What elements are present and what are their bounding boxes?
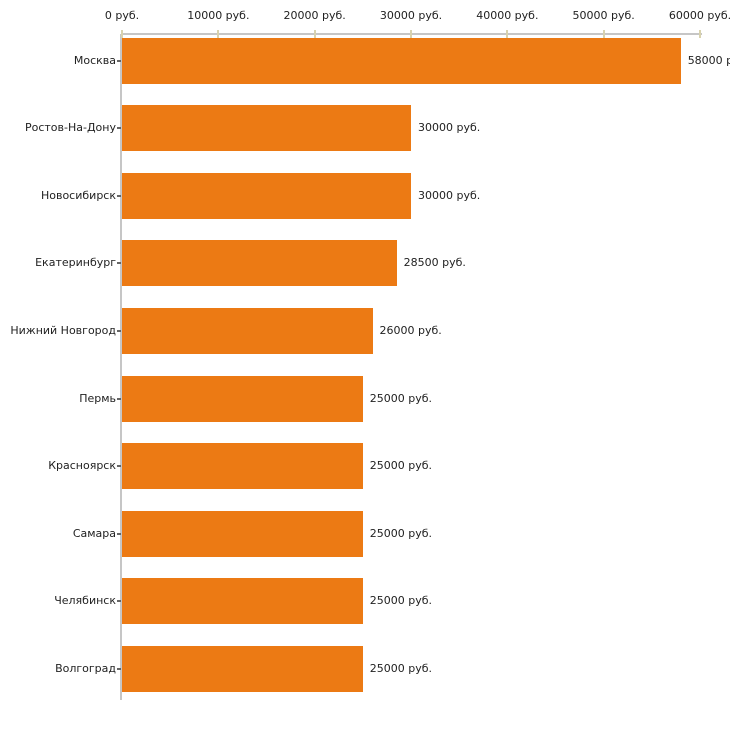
x-axis-tick-label: 40000 руб. [476,9,539,22]
category-tick [117,397,121,400]
category-tick [117,465,121,468]
bar-10 [122,645,363,692]
value-label: 25000 руб. [369,594,433,608]
bar-4 [122,240,397,287]
bar-5 [122,307,373,354]
category-tick [117,262,121,265]
value-label: 30000 руб. [418,121,481,135]
value-label: 28500 руб. [403,256,466,270]
category-label: Екатеринбург [35,256,116,270]
category-tick [117,59,121,62]
category-label: Пермь [79,391,116,405]
x-axis-tick-label: 0 руб. [104,9,140,22]
value-label: 25000 руб. [369,661,433,675]
category-tick [117,667,121,670]
category-label: Ростов-На-Дону [24,121,116,135]
x-axis-tick-label: 20000 руб. [283,9,346,22]
x-axis-tick-label: 10000 руб. [187,9,250,22]
bar-8 [122,510,363,557]
value-label: 25000 руб. [369,459,433,473]
category-label: Красноярск [48,459,116,473]
category-tick [117,194,121,197]
category-label: Нижний Новгород [10,323,116,337]
value-label: 58000 руб. [687,53,730,67]
x-axis-tick-label: 50000 руб. [572,9,635,22]
bar-2 [122,105,411,152]
category-tick [117,600,121,603]
category-label: Новосибирск [40,188,116,202]
value-label: 30000 руб. [418,188,481,202]
bar-9 [122,578,363,625]
x-axis-tick-label: 30000 руб. [379,9,443,22]
x-axis-tick [506,30,509,38]
category-label: Челябинск [54,594,116,608]
x-axis-tick [410,30,412,38]
category-tick [117,127,121,130]
x-axis-tick-label: 60000 руб. [668,9,730,22]
category-tick [117,532,121,535]
category-label: Москва [73,53,116,67]
bar-3 [122,172,411,219]
y-axis-line [120,34,122,700]
value-label: 25000 руб. [369,526,433,540]
category-tick [117,329,121,332]
value-label: 26000 руб. [379,323,442,337]
x-axis-tick [121,30,123,38]
x-axis-tick [699,30,701,38]
x-axis-tick [217,30,220,38]
value-label: 25000 руб. [369,391,433,405]
bar-7 [122,443,363,490]
x-axis-tick [602,30,605,38]
x-axis-tick [313,30,316,38]
bar-6 [122,375,363,422]
category-label: Волгоград [55,661,116,675]
category-label: Самара [72,526,116,540]
bar-1 [122,37,681,84]
